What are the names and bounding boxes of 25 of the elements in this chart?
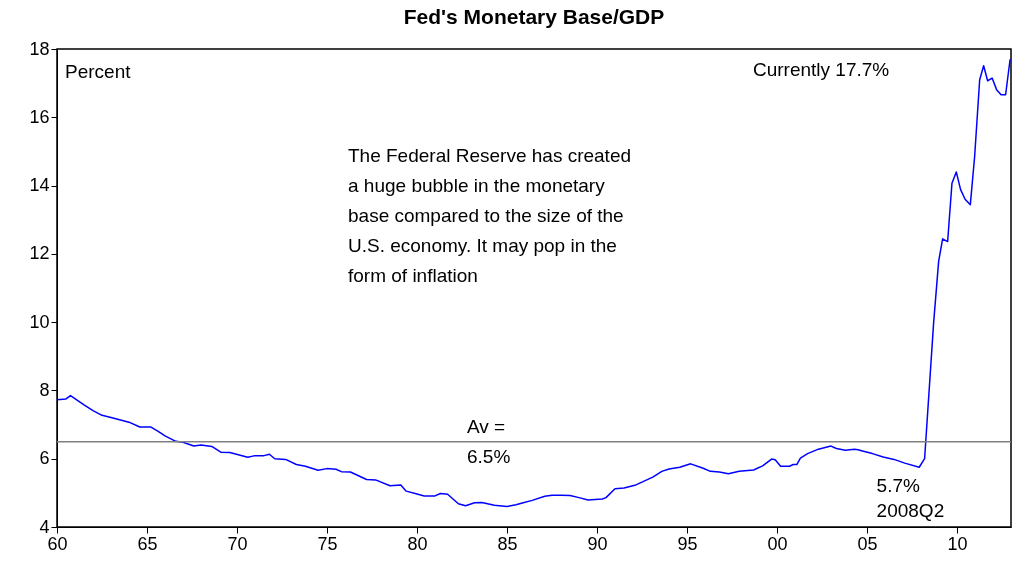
y-tick-label: 18 <box>29 38 50 59</box>
x-tick-label: 90 <box>587 533 608 554</box>
x-tick-label: 60 <box>47 533 68 554</box>
x-tick-label: 85 <box>497 533 518 554</box>
y-tick-label: 4 <box>39 516 50 537</box>
ref-line-label: Av = 6.5% <box>467 415 511 467</box>
x-tick-label: 10 <box>947 533 968 554</box>
annotation: The Federal Reserve has created a huge bubble in the monetary base compared to the size of the U.S. economy. It may pop in the form of inflation <box>348 145 632 286</box>
y-tick-label: 10 <box>29 311 50 332</box>
x-tick-label: 65 <box>137 533 158 554</box>
x-tick-label: 05 <box>857 533 878 554</box>
x-tick-label: 80 <box>407 533 428 554</box>
annotation: Currently 17.7% <box>753 59 890 80</box>
x-tick-label: 70 <box>227 533 248 554</box>
x-tick-label: 75 <box>317 533 338 554</box>
y-axis-title: Percent <box>65 61 132 82</box>
y-tick-label: 16 <box>29 106 50 127</box>
y-tick-label: 6 <box>39 448 50 469</box>
x-tick-label: 95 <box>677 533 698 554</box>
chart-title: Fed's Monetary Base/GDP <box>403 5 665 28</box>
y-tick-label: 14 <box>29 175 50 196</box>
y-tick-label: 8 <box>39 379 50 400</box>
annotation: 5.7% 2008Q2 <box>876 475 945 522</box>
y-tick-label: 12 <box>29 243 50 264</box>
x-tick-label: 00 <box>767 533 788 554</box>
